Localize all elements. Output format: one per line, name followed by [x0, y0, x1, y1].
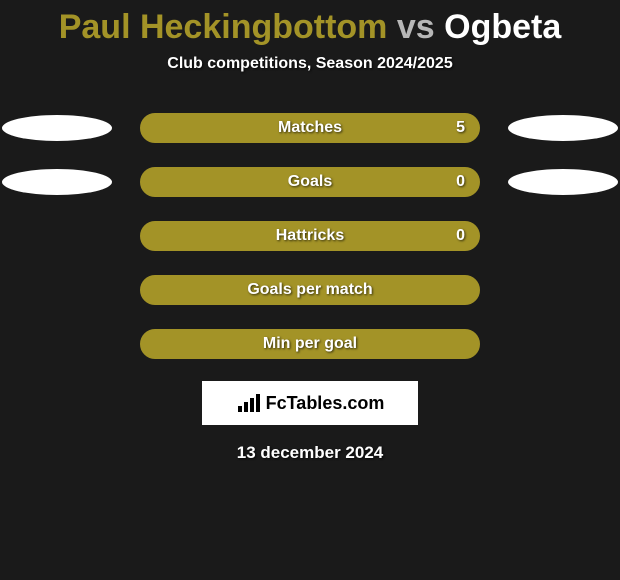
- brand-text: FcTables.com: [266, 393, 385, 414]
- stat-row: Min per goal: [0, 329, 620, 359]
- page-title: Paul Heckingbottom vs Ogbeta: [0, 0, 620, 47]
- title-player2: Ogbeta: [444, 8, 561, 46]
- subtitle: Club competitions, Season 2024/2025: [0, 55, 620, 73]
- stat-value: 0: [456, 227, 465, 245]
- right-ellipse: [508, 169, 618, 195]
- right-spacer: [508, 223, 618, 249]
- bar-chart-icon: [236, 392, 262, 414]
- stat-row: Goals per match: [0, 275, 620, 305]
- left-spacer: [2, 331, 112, 357]
- stat-bar: Matches 5: [140, 113, 480, 143]
- title-vs: vs: [397, 8, 435, 46]
- stat-bar: Goals 0: [140, 167, 480, 197]
- stat-rows: Matches 5 Goals 0 Hattricks 0 Goals per match M…: [0, 113, 620, 359]
- left-ellipse: [2, 169, 112, 195]
- stat-label: Hattricks: [276, 227, 344, 245]
- title-player1: Paul Heckingbottom: [59, 8, 388, 46]
- stat-label: Goals per match: [247, 281, 372, 299]
- stat-row: Hattricks 0: [0, 221, 620, 251]
- stat-bar: Goals per match: [140, 275, 480, 305]
- stat-value: 5: [456, 119, 465, 137]
- right-ellipse: [508, 115, 618, 141]
- brand-box: FcTables.com: [202, 381, 418, 425]
- stat-bar: Hattricks 0: [140, 221, 480, 251]
- stat-label: Matches: [278, 119, 342, 137]
- left-spacer: [2, 223, 112, 249]
- stat-label: Min per goal: [263, 335, 357, 353]
- right-spacer: [508, 277, 618, 303]
- stat-row: Goals 0: [0, 167, 620, 197]
- left-spacer: [2, 277, 112, 303]
- right-spacer: [508, 331, 618, 357]
- stat-bar: Min per goal: [140, 329, 480, 359]
- stat-label: Goals: [288, 173, 332, 191]
- stat-row: Matches 5: [0, 113, 620, 143]
- stat-value: 0: [456, 173, 465, 191]
- left-ellipse: [2, 115, 112, 141]
- date-text: 13 december 2024: [0, 443, 620, 463]
